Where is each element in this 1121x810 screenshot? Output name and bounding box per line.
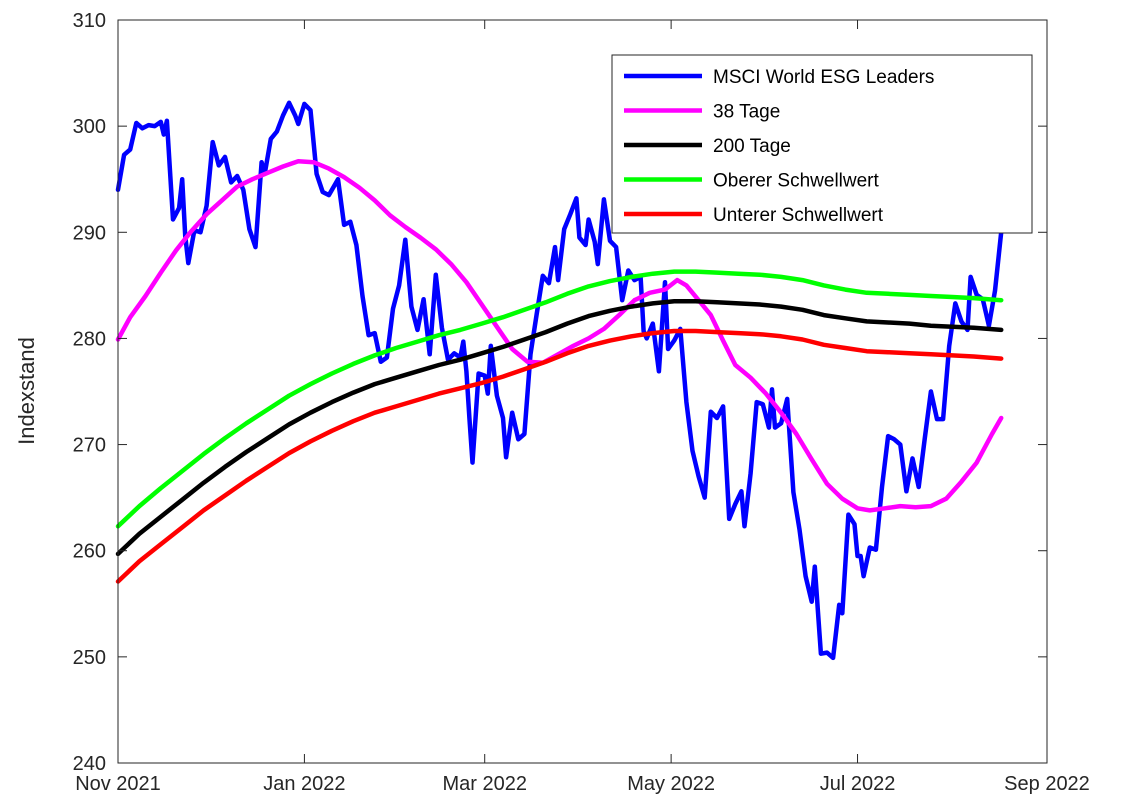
- legend-entries: MSCI World ESG Leaders 38 Tage 200 Tage Obe…: [624, 67, 934, 226]
- series-layer: [115, 100, 1004, 661]
- series-line-4: [115, 328, 1004, 584]
- y-tick-label-5: 290: [73, 222, 106, 244]
- y-tick-label-6: 300: [73, 116, 106, 138]
- legend-label-4: Unterer Schwellwert: [713, 205, 884, 226]
- series-line-0: [115, 100, 1004, 661]
- x-tick-label-0: Nov 2021: [75, 773, 161, 795]
- series-line-3: [115, 269, 1004, 529]
- y-tick-label-2: 260: [73, 541, 106, 563]
- y-tick-label-3: 270: [73, 435, 106, 457]
- legend-label-2: 200 Tage: [713, 136, 791, 157]
- x-tick-label-3: May 2022: [627, 773, 715, 795]
- plot-frame: [117, 19, 1048, 764]
- x-tick-label-5: Sep 2022: [1004, 773, 1090, 795]
- series-line-1: [115, 158, 1004, 513]
- y-tick-label-1: 250: [73, 647, 106, 669]
- x-axis-tick-labels: Nov 2021 Jan 2022 Mar 2022 May 2022 Jul 2022…: [75, 773, 1090, 795]
- x-tick-label-4: Jul 2022: [820, 773, 896, 795]
- legend-label-1: 38 Tage: [713, 102, 780, 123]
- y-axis-tick-labels: 240 250 260 270 280 290 300 310: [73, 10, 106, 775]
- series-line-2: [115, 299, 1004, 557]
- y-tick-label-7: 310: [73, 10, 106, 32]
- y-tick-label-4: 280: [73, 328, 106, 350]
- legend-label-0: MSCI World ESG Leaders: [713, 67, 934, 88]
- x-tick-label-2: Mar 2022: [442, 773, 527, 795]
- y-axis-title: Indexstand: [14, 337, 39, 445]
- legend: MSCI World ESG Leaders 38 Tage 200 Tage Obe…: [611, 54, 1033, 234]
- legend-label-3: Oberer Schwellwert: [713, 171, 879, 192]
- axis-ticks: [117, 19, 1048, 764]
- y-tick-label-0: 240: [73, 753, 106, 775]
- x-tick-label-1: Jan 2022: [263, 773, 345, 795]
